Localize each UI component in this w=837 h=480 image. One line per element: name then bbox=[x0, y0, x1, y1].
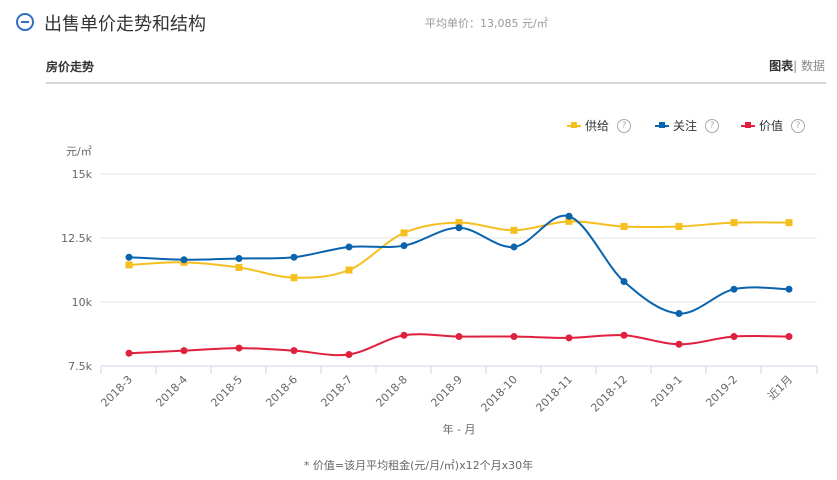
data-point bbox=[235, 254, 243, 262]
x-axis-label: 年 - 月 bbox=[443, 422, 476, 436]
avg-label: 平均单价： bbox=[425, 17, 480, 30]
divider bbox=[46, 82, 826, 84]
data-point bbox=[345, 350, 353, 358]
data-point bbox=[510, 333, 518, 341]
help-icon[interactable]: ? bbox=[791, 118, 806, 133]
data-point bbox=[400, 331, 408, 339]
data-point bbox=[290, 253, 298, 261]
legend-value[interactable]: 价值? bbox=[741, 117, 806, 134]
data-point bbox=[455, 333, 463, 341]
legend-label: 价值 bbox=[759, 119, 784, 133]
y-tick-label: 15k bbox=[72, 168, 93, 181]
y-tick-label: 12.5k bbox=[61, 232, 92, 245]
legend-label: 关注 bbox=[673, 119, 698, 133]
average-price: 平均单价：13,085 元/㎡ bbox=[425, 15, 548, 31]
data-point bbox=[730, 219, 738, 227]
data-point bbox=[675, 340, 683, 348]
legend-attention[interactable]: 关注? bbox=[655, 117, 720, 134]
legend-label: 供给 bbox=[585, 119, 610, 133]
data-point bbox=[180, 347, 188, 355]
data-point bbox=[785, 219, 793, 227]
data-point bbox=[290, 274, 298, 282]
data-point bbox=[565, 334, 573, 342]
tab-chart[interactable]: 图表 bbox=[769, 59, 794, 73]
data-point bbox=[620, 222, 628, 230]
footnote: * 价值=该月平均租金(元/月/㎡)x12个月x30年 bbox=[303, 459, 534, 472]
y-tick-label: 10k bbox=[72, 296, 93, 309]
legend-supply[interactable]: 供给? bbox=[567, 117, 632, 134]
data-point bbox=[125, 261, 133, 269]
data-point bbox=[620, 278, 628, 286]
tab-data[interactable]: 数据 bbox=[797, 59, 825, 73]
view-toggle: 图表| 数据 bbox=[769, 57, 825, 74]
collapse-icon[interactable] bbox=[16, 13, 34, 31]
help-icon[interactable]: ? bbox=[617, 118, 632, 133]
price-trend-chart: 元/㎡ 7.5k 10k 12.5k 15k 2018-3 2018-4 2018-5 2018… bbox=[61, 145, 818, 436]
data-point bbox=[180, 256, 188, 264]
data-point bbox=[620, 331, 628, 339]
data-point bbox=[510, 243, 518, 251]
data-point bbox=[565, 212, 573, 220]
data-point bbox=[235, 344, 243, 352]
x-tick-label: 近1月 bbox=[765, 373, 795, 403]
y-axis-label: 元/㎡ bbox=[66, 145, 92, 158]
avg-value: 13,085 元/㎡ bbox=[480, 17, 548, 30]
x-tick-label: 2018-4 bbox=[153, 373, 190, 410]
data-point bbox=[125, 349, 133, 357]
x-tick-label: 2018-7 bbox=[318, 373, 355, 410]
x-tick-label: 2019-1 bbox=[648, 373, 685, 410]
data-point bbox=[730, 285, 738, 293]
x-tick-label: 2018-11 bbox=[533, 373, 575, 415]
x-tick-label: 2018-3 bbox=[98, 373, 135, 410]
tab-separator: | bbox=[793, 59, 798, 73]
data-point bbox=[455, 224, 463, 232]
circle-marker-icon bbox=[655, 121, 669, 128]
data-point bbox=[290, 347, 298, 355]
data-point bbox=[345, 243, 353, 251]
data-point bbox=[455, 219, 463, 227]
circle-marker-icon bbox=[741, 121, 755, 128]
square-marker-icon bbox=[567, 121, 581, 128]
x-tick-label: 2018-6 bbox=[263, 373, 300, 410]
data-point bbox=[730, 333, 738, 341]
data-point bbox=[125, 253, 133, 261]
section-title: 房价走势 bbox=[46, 60, 95, 74]
x-tick-label: 2019-2 bbox=[703, 373, 740, 410]
x-tick-label: 2018-9 bbox=[428, 373, 465, 410]
x-tick-label: 2018-8 bbox=[373, 373, 410, 410]
data-point bbox=[345, 266, 353, 274]
data-point bbox=[235, 263, 243, 271]
data-point bbox=[785, 285, 793, 293]
x-tick-label: 2018-5 bbox=[208, 373, 245, 410]
data-point bbox=[785, 333, 793, 341]
data-point bbox=[565, 217, 573, 225]
x-tick-label: 2018-10 bbox=[478, 373, 520, 415]
x-tick-label: 2018-12 bbox=[588, 373, 630, 415]
data-point bbox=[400, 242, 408, 250]
page-title: 出售单价走势和结构 bbox=[44, 14, 206, 35]
data-point bbox=[400, 229, 408, 237]
y-tick-label: 7.5k bbox=[68, 360, 92, 373]
help-icon[interactable]: ? bbox=[705, 118, 720, 133]
data-point bbox=[510, 226, 518, 234]
data-point bbox=[675, 222, 683, 230]
data-point bbox=[675, 310, 683, 318]
